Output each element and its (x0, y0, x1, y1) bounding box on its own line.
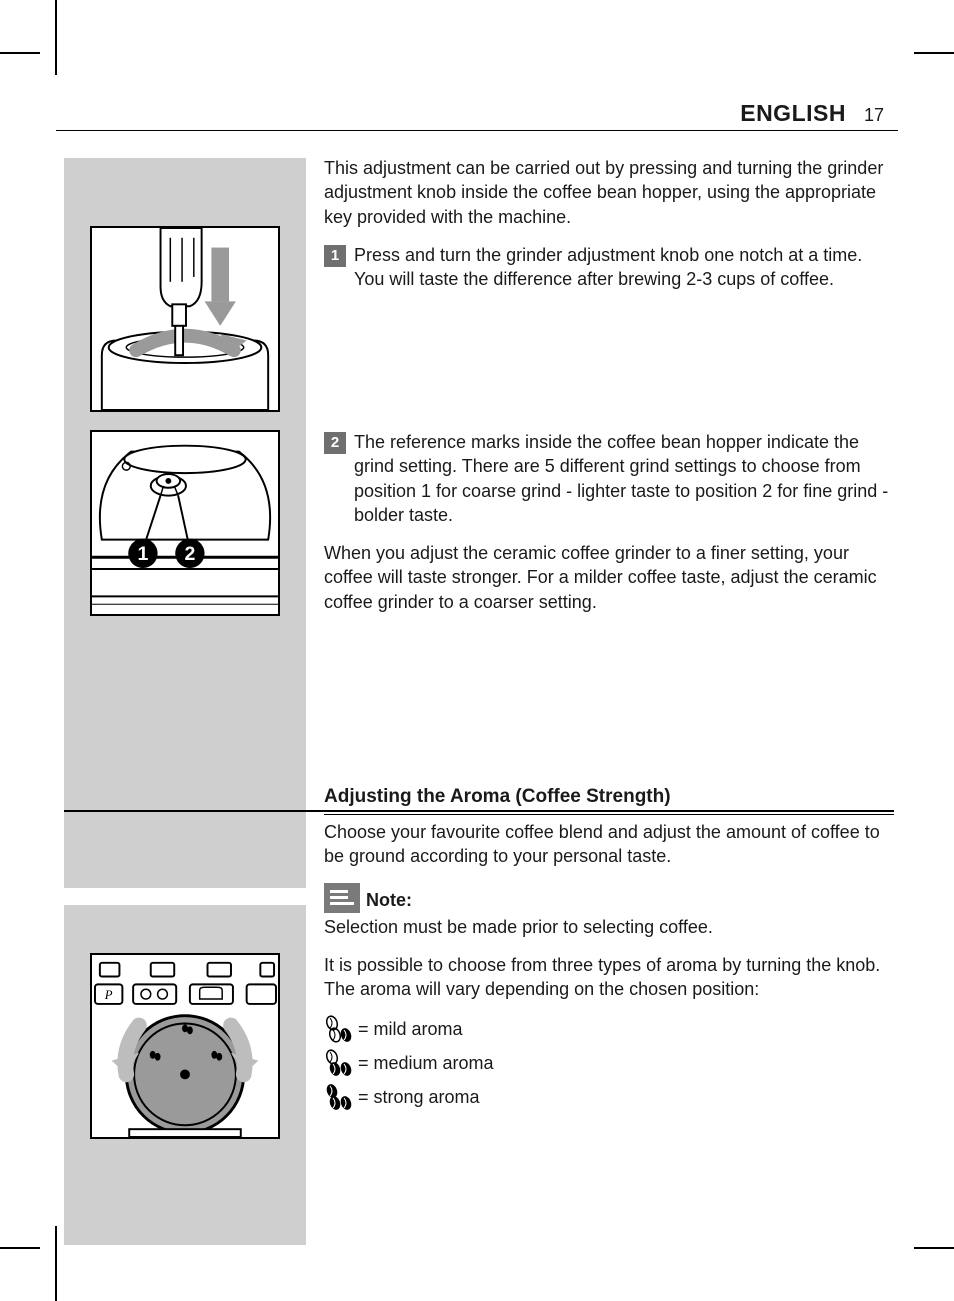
svg-text:P: P (104, 988, 113, 1002)
illustration-aroma-knob: P (90, 953, 280, 1139)
aroma-medium: = medium aroma (324, 1049, 894, 1077)
crop-mark (0, 52, 40, 54)
crop-mark (0, 1247, 40, 1249)
aroma-label: = strong aroma (358, 1085, 480, 1109)
beans-icon-mild (324, 1015, 354, 1043)
note-text: Selection must be made prior to selectin… (324, 915, 894, 939)
illustration-grind-marks: 1 2 (90, 430, 280, 616)
svg-text:1: 1 (137, 543, 148, 565)
step-text: Press and turn the grinder adjustment kn… (354, 243, 894, 292)
section-rule (64, 810, 894, 812)
text-block-aroma: Choose your favourite coffee blend and a… (324, 820, 894, 1111)
crop-mark (55, 0, 57, 75)
crop-mark (55, 1226, 57, 1301)
step-2: 2 The reference marks inside the coffee … (324, 430, 894, 527)
page-number: 17 (864, 105, 884, 126)
intro-paragraph: This adjustment can be carried out by pr… (324, 156, 894, 229)
illustration-grinder-key (90, 226, 280, 412)
svg-text:2: 2 (184, 543, 195, 565)
step-number-badge: 1 (324, 245, 346, 267)
section-aroma: Adjusting the Aroma (Coffee Strength) (324, 784, 894, 825)
aroma-strong: = strong aroma (324, 1083, 894, 1111)
illustration-column: 1 2 (64, 158, 306, 888)
step-1: 1 Press and turn the grinder adjustment … (324, 243, 894, 292)
crop-mark (914, 52, 954, 54)
note-icon (324, 883, 360, 913)
beans-icon-strong (324, 1083, 354, 1111)
note-row: Note: (324, 883, 894, 913)
text-block-grinder: This adjustment can be carried out by pr… (324, 156, 894, 305)
step-text: The reference marks inside the coffee be… (354, 430, 894, 527)
manual-page: ENGLISH 17 (0, 0, 954, 1301)
aroma-mild: = mild aroma (324, 1015, 894, 1043)
step-number-badge: 2 (324, 432, 346, 454)
beans-icon-medium (324, 1049, 354, 1077)
aroma-label: = mild aroma (358, 1017, 463, 1041)
note-label: Note: (366, 888, 412, 912)
page-header: ENGLISH 17 (740, 100, 884, 127)
text-block-step2: 2 The reference marks inside the coffee … (324, 430, 894, 628)
language-label: ENGLISH (740, 100, 846, 127)
illustration-column-2: P (64, 905, 306, 1245)
adjust-note: When you adjust the ceramic coffee grind… (324, 541, 894, 614)
header-rule (56, 130, 898, 131)
crop-mark (914, 1247, 954, 1249)
aroma-intro: Choose your favourite coffee blend and a… (324, 820, 894, 869)
aroma-label: = medium aroma (358, 1051, 494, 1075)
knob-text: It is possible to choose from three type… (324, 953, 894, 1002)
